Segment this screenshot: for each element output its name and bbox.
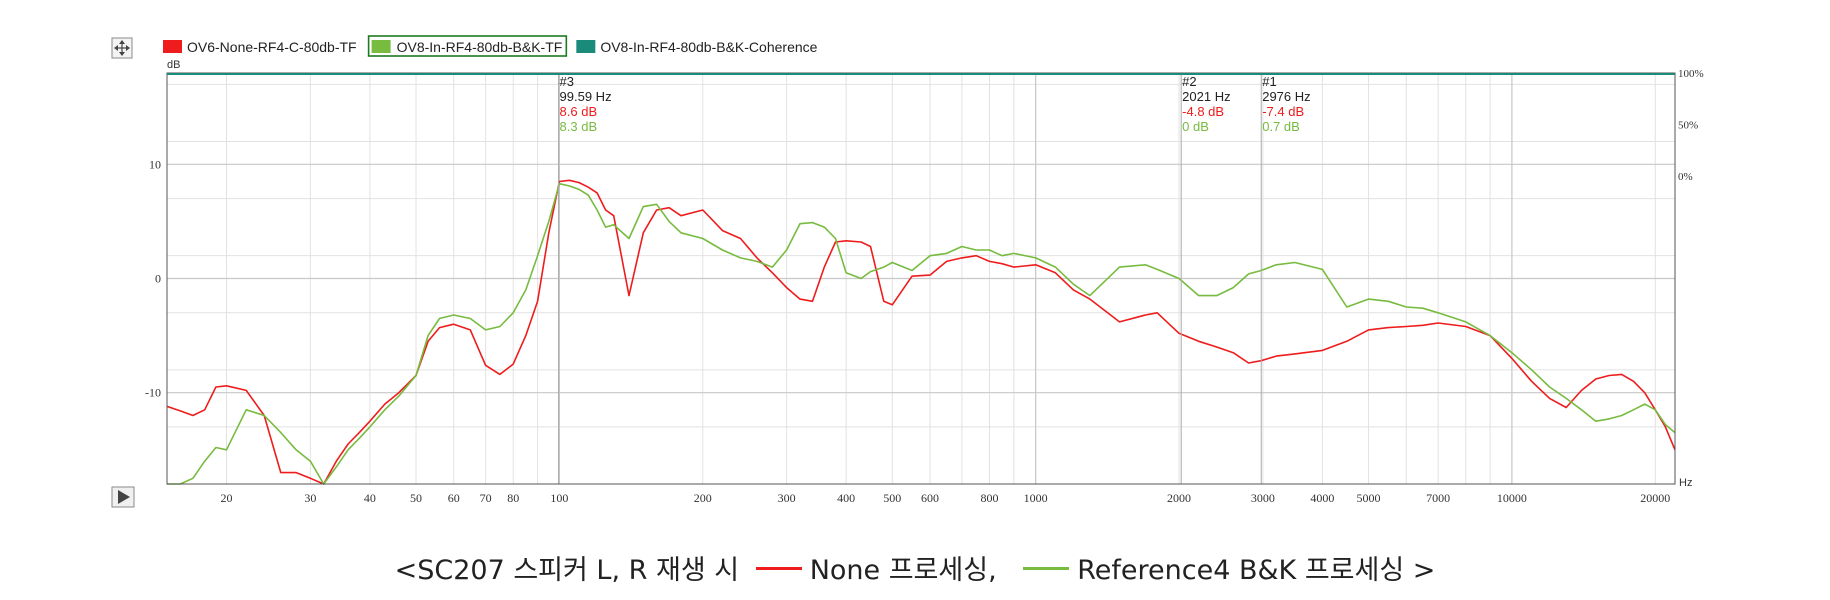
- x-tick-label: 40: [364, 491, 376, 505]
- x-tick-label: 4000: [1310, 491, 1334, 505]
- x-tick-label: 7000: [1426, 491, 1450, 505]
- caption-red-label: None 프로세싱,: [809, 555, 997, 586]
- right-axis-label: 0%: [1678, 171, 1693, 183]
- legend-selection-box: [367, 35, 568, 57]
- caption-red-line-icon: [755, 567, 802, 570]
- marker-label: #1: [1262, 74, 1276, 89]
- series-layer: [166, 179, 1676, 485]
- x-tick-label: 400: [837, 491, 855, 505]
- caption-green-label: Reference4 B&K 프로세싱 >: [1077, 555, 1436, 586]
- marker-label: 0.7 dB: [1262, 119, 1300, 134]
- x-tick-label: 2000: [1167, 491, 1191, 505]
- marker-label: #2: [1182, 74, 1196, 89]
- marker-label: 99.59 Hz: [560, 89, 612, 104]
- x-tick-label: 100: [550, 491, 568, 505]
- y-tick-label: -10: [145, 386, 161, 400]
- caption-green-line-icon: [1023, 567, 1070, 570]
- x-tick-label: 60: [448, 491, 460, 505]
- legend-swatch: [163, 40, 182, 53]
- play-triangle-icon[interactable]: [111, 486, 135, 508]
- x-tick-label: 30: [304, 491, 316, 505]
- right-axis-ticks: 100% 50% 0%: [1678, 68, 1704, 183]
- caption-prefix: <SC207 스피커 L, R 재생 시: [394, 555, 740, 586]
- x-tick-label: 80: [507, 491, 519, 505]
- marker-label: -7.4 dB: [1262, 104, 1304, 119]
- marker-label: 8.6 dB: [560, 104, 598, 119]
- right-axis-label: 50%: [1678, 119, 1698, 131]
- y-tick-label: 10: [149, 157, 161, 171]
- marker-label: 8.3 dB: [560, 119, 598, 134]
- figure-caption: <SC207 스피커 L, R 재생 시 None 프로세싱, Referenc…: [0, 548, 1830, 587]
- y-axis-ticks: 10 0 -10: [145, 157, 161, 399]
- series-line-red: [166, 179, 1676, 485]
- legend-label: OV8-In-RF4-80db-B&K-TF: [397, 39, 563, 55]
- x-tick-label: 3000: [1251, 491, 1275, 505]
- x-tick-label: 800: [981, 491, 999, 505]
- legend-label: OV8-In-RF4-80db-B&K-Coherence: [600, 39, 817, 55]
- marker-label: 2976 Hz: [1262, 89, 1310, 104]
- x-tick-label: 20: [221, 491, 233, 505]
- x-tick-label: 200: [694, 491, 712, 505]
- y-tick-label: 0: [155, 272, 161, 286]
- chart-legend: OV6-None-RF4-C-80db-TF OV8-In-RF4-80db-B&…: [163, 35, 818, 57]
- x-axis-unit: Hz: [1679, 477, 1692, 489]
- grid-major: [167, 73, 1675, 484]
- y-axis-unit: dB: [167, 59, 180, 71]
- x-tick-label: 1000: [1024, 491, 1048, 505]
- legend-label: OV6-None-RF4-C-80db-TF: [187, 39, 357, 55]
- marker-label: 0 dB: [1182, 119, 1209, 134]
- x-tick-label: 10000: [1497, 491, 1527, 505]
- legend-swatch: [371, 40, 391, 53]
- move-arrows-icon[interactable]: [111, 37, 133, 59]
- x-tick-label: 5000: [1357, 491, 1381, 505]
- marker-label: #3: [560, 74, 574, 89]
- marker-label: 2021 Hz: [1182, 89, 1230, 104]
- marker-label: -4.8 dB: [1182, 104, 1224, 119]
- x-tick-label: 300: [778, 491, 796, 505]
- legend-swatch: [576, 40, 596, 53]
- series-line-green: [167, 182, 1676, 485]
- x-tick-label: 70: [480, 491, 492, 505]
- x-tick-label: 20000: [1640, 491, 1670, 505]
- right-axis-label: 100%: [1678, 68, 1704, 80]
- x-tick-label: 500: [883, 491, 901, 505]
- x-tick-label: 600: [921, 491, 939, 505]
- x-tick-label: 50: [410, 491, 422, 505]
- x-axis-ticks: 20 30 40 50 60 70 80 100 200 300 400 500 600 800 1000 2…: [221, 491, 1671, 505]
